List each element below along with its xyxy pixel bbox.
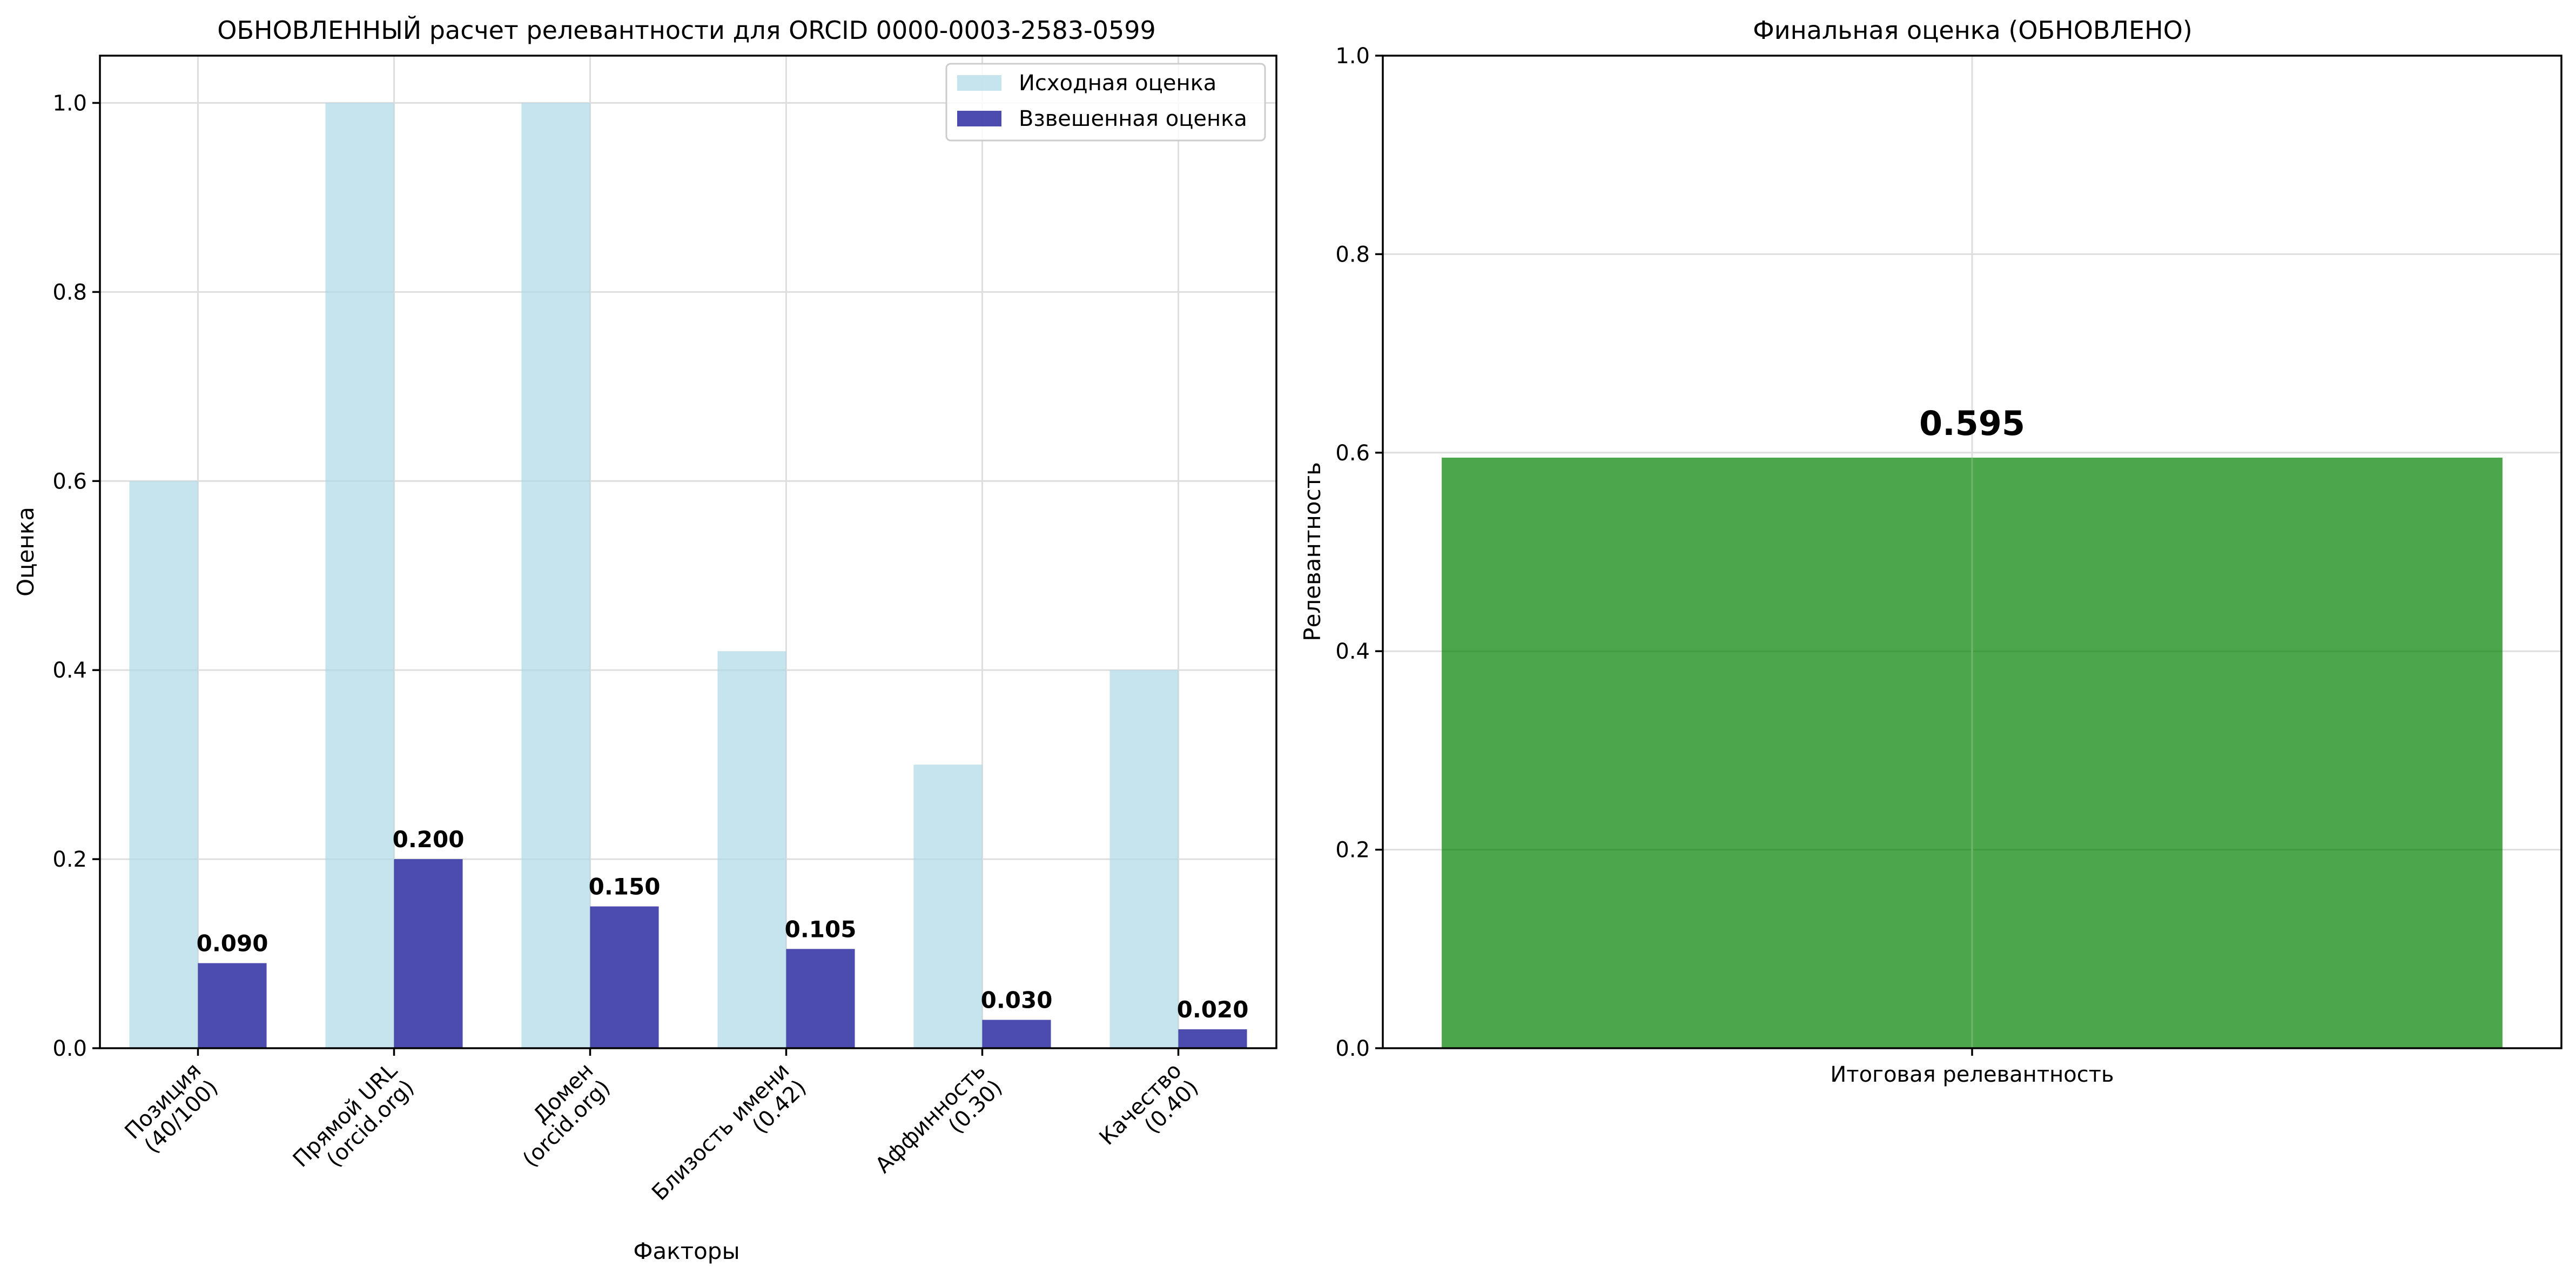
left-y-tick-label: 0.2 <box>52 847 87 872</box>
bar-weighted <box>394 859 463 1048</box>
legend-swatch-original <box>957 75 1001 91</box>
left-y-tick-label: 1.0 <box>52 91 87 116</box>
right-x-axis: Итоговая релевантность <box>1830 1048 2114 1087</box>
bar-original <box>129 481 198 1049</box>
legend: Исходная оценка Взвешенная оценка <box>945 63 1266 142</box>
right-chart-title: Финальная оценка (ОБНОВЛЕНО) <box>1753 16 2192 45</box>
weighted-value-label: 0.105 <box>785 916 857 942</box>
bar-weighted <box>982 1020 1051 1048</box>
legend-label-weighted: Взвешенная оценка <box>1019 106 1247 131</box>
bar-weighted <box>1178 1029 1247 1048</box>
weighted-value-label: 0.030 <box>981 987 1053 1014</box>
bar-weighted <box>786 949 855 1048</box>
bar-original <box>717 651 786 1048</box>
right-x-tick-label: Итоговая релевантность <box>1830 1062 2114 1087</box>
final-value-label: 0.595 <box>1919 404 2025 443</box>
right-y-tick-label: 0.8 <box>1335 242 1370 267</box>
right-data-labels: 0.595 <box>1919 404 2025 1048</box>
left-y-tick-label: 0.4 <box>52 658 87 683</box>
right-y-tick-label: 0.2 <box>1335 838 1370 863</box>
right-y-tick-label: 0.6 <box>1335 441 1370 466</box>
right-y-axis-label: Релевантность <box>1299 462 1326 641</box>
bar-weighted <box>198 963 267 1048</box>
left-bars <box>129 103 1247 1049</box>
right-y-tick-label: 0.0 <box>1335 1036 1370 1061</box>
legend-box <box>945 63 1266 142</box>
left-data-labels: 0.090 0.200 0.150 0.105 0.030 0.020 <box>197 826 1249 1023</box>
left-plot-frame <box>99 55 1277 1049</box>
left-x-axis-label: Факторы <box>633 1238 739 1264</box>
weighted-value-label: 0.020 <box>1177 996 1249 1023</box>
bar-original <box>521 103 590 1048</box>
bar-original <box>913 765 983 1048</box>
left-chart-title: ОБНОВЛЕННЫЙ расчет релевантности для ORC… <box>217 16 1156 45</box>
bar-weighted <box>590 906 659 1048</box>
weighted-value-label: 0.150 <box>589 874 661 900</box>
left-y-tick-label: 0.8 <box>52 280 87 305</box>
bar-final-relevance <box>1442 457 2503 1048</box>
right-y-tick-label: 1.0 <box>1335 44 1370 69</box>
bar-original <box>1109 670 1179 1048</box>
left-y-axis-label: Оценка <box>12 507 39 597</box>
legend-swatch-weighted <box>957 111 1001 126</box>
legend-label-original: Исходная оценка <box>1019 71 1216 96</box>
chart-right-final-score: Финальная оценка (ОБНОВЛЕНО) 0.595 0.00.… <box>1299 16 2562 1087</box>
weighted-value-label: 0.200 <box>393 826 465 853</box>
right-y-axis: 0.0 0.2 0.4 0.6 0.8 1.0 <box>1335 44 1383 1061</box>
right-y-tick-label: 0.4 <box>1335 639 1370 664</box>
left-y-tick-label: 0.6 <box>52 469 87 494</box>
weighted-value-label: 0.090 <box>197 930 268 957</box>
left-y-tick-label: 0.0 <box>52 1036 87 1061</box>
bar-original <box>325 103 394 1048</box>
right-bars <box>1442 457 2503 1048</box>
left-y-axis: 0.0 0.2 0.4 0.6 0.8 1.0 <box>52 91 100 1061</box>
